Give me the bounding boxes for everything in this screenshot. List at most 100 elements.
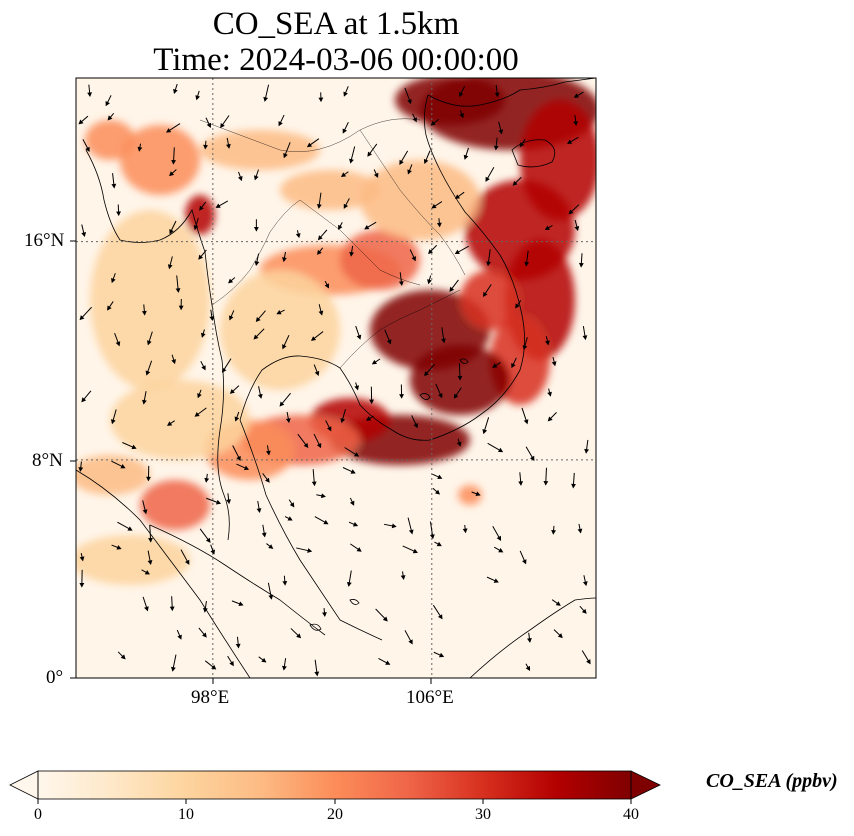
wind-arrow-head: [254, 175, 259, 181]
lat-tick-0: 0°: [46, 667, 64, 688]
wind-arrow-head: [475, 491, 481, 497]
border-myanmar-thailand: [211, 199, 301, 306]
wind-arrow-head: [343, 91, 348, 97]
wind-arrow-head: [349, 251, 355, 257]
coastline-hainan: [511, 139, 556, 168]
wind-arrow-head: [458, 91, 464, 98]
wind-arrow-head: [78, 467, 84, 472]
wind-arrow-head: [116, 545, 122, 550]
wind-arrow-head: [582, 335, 588, 341]
wind-arrow-head: [205, 537, 211, 543]
wind-arrow-head: [584, 448, 590, 454]
wind-arrow-head: [486, 261, 491, 267]
wind-arrow-head: [146, 340, 152, 346]
co-concentration-blob: [200, 130, 320, 170]
wind-arrow-head: [413, 423, 418, 429]
wind-arrow-head: [254, 261, 260, 267]
wind-arrow-head: [399, 159, 404, 165]
wind-arrow-head: [349, 158, 354, 164]
co-concentration-blob: [110, 380, 250, 460]
co-concentration-field: [76, 78, 596, 585]
border-china: [199, 118, 421, 153]
wind-arrow-head: [282, 257, 287, 263]
wind-arrow-head: [167, 264, 173, 270]
co-concentration-blob: [140, 480, 210, 530]
wind-arrow-head: [215, 499, 222, 505]
wind-arrow-head: [107, 115, 113, 121]
wind-arrow-head: [171, 159, 177, 165]
wind-arrow-head: [441, 338, 446, 344]
wind-arrow-head: [307, 548, 313, 553]
wind-arrow-head: [147, 560, 153, 565]
wind-arrow-head: [306, 142, 313, 148]
border-thailand-cambodia: [339, 289, 461, 369]
wind-arrow-head: [131, 444, 137, 450]
wind-arrow-head: [110, 419, 116, 425]
wind-vector-field: [78, 83, 591, 677]
wind-arrow-head: [263, 96, 269, 102]
wind-arrow-head: [547, 391, 552, 397]
wind-arrow-head: [169, 229, 174, 235]
wind-arrow-head: [407, 169, 412, 175]
wind-arrow-head: [438, 652, 445, 658]
wind-arrow-head: [518, 481, 524, 486]
wind-arrow-head: [522, 559, 527, 565]
lon-tick-98e: 98°E: [191, 687, 230, 708]
map-time-subtitle: Time: 2024-03-06 00:00:00: [153, 42, 519, 78]
wind-arrow-head: [211, 664, 217, 670]
wind-arrow-head: [229, 315, 234, 321]
lat-tick-16n: 16°N: [24, 230, 65, 251]
wind-arrow-head: [85, 146, 90, 152]
wind-arrow-head: [229, 661, 234, 667]
wind-arrow-head: [429, 534, 435, 540]
wind-arrow-head: [120, 463, 126, 469]
coastline-vietnam-south: [391, 94, 525, 441]
wind-arrow-head: [555, 601, 561, 606]
wind-arrow-head: [318, 310, 324, 316]
wind-arrow-head: [547, 416, 553, 422]
wind-arrow-head: [436, 222, 442, 228]
coastline-borneo: [469, 597, 596, 678]
wind-arrow-head: [530, 455, 535, 461]
wind-arrow-head: [202, 607, 208, 613]
wind-arrow-head: [167, 421, 173, 426]
wind-arrow-head: [111, 277, 116, 284]
wind-arrow-head: [178, 305, 184, 311]
axis-tick-marks: [70, 240, 432, 684]
wind-arrow-head: [364, 224, 370, 230]
wind-arrow-head: [193, 225, 199, 231]
wind-arrow-head: [386, 339, 392, 345]
wind-arrow-head: [268, 544, 274, 549]
map-plot-area: [76, 78, 596, 678]
wind-arrow-head: [276, 309, 282, 315]
co-concentration-blob: [90, 210, 210, 390]
wind-arrow-head: [524, 261, 530, 267]
wind-arrow-head: [81, 232, 87, 238]
wind-arrow-head: [482, 429, 488, 435]
wind-arrow-head: [493, 145, 499, 151]
wind-arrow-head: [243, 465, 250, 471]
wind-arrow-head: [407, 98, 412, 105]
wind-arrow-head: [116, 211, 121, 217]
wind-arrow-head: [498, 547, 504, 553]
wind-arrow-head: [438, 393, 443, 399]
wind-arrow-head: [543, 480, 549, 486]
wind-arrow-head: [326, 426, 332, 432]
wind-arrow-head: [282, 344, 287, 350]
wind-arrow-head: [342, 128, 347, 134]
wind-arrow-head: [424, 371, 429, 377]
wind-arrow-head: [527, 637, 532, 643]
map-frame: [75, 77, 597, 679]
wind-arrow-head: [237, 175, 243, 182]
wind-arrow-head: [200, 332, 206, 338]
wind-arrow-head: [265, 477, 270, 483]
wind-arrow-head: [352, 522, 359, 527]
wind-arrow-head: [412, 548, 418, 554]
wind-arrow-head: [261, 532, 267, 538]
wind-arrow-head: [206, 122, 212, 128]
wind-arrow-head: [568, 209, 574, 215]
wind-arrow-head: [356, 334, 362, 340]
co-concentration-blob: [85, 120, 135, 160]
wind-arrow-head: [340, 172, 347, 178]
